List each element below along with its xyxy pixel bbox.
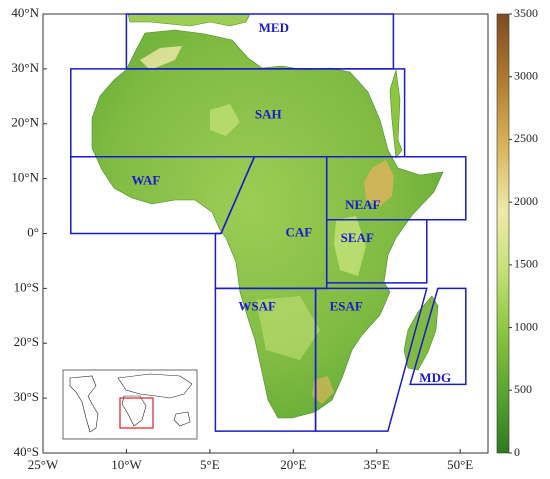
atlas-mountains [140,46,182,70]
y-axis-ticks: 40°N 30°N 20°N 10°N 0° 10°S 20°S 30°S 40°S [11,5,47,459]
x-tick-label: 25°W [28,457,59,472]
region-label-mdg: MDG [419,370,451,385]
europe-coast [127,13,251,27]
arabian-peninsula-edge [389,69,403,159]
region-box-mdg [409,287,467,386]
colorbar-tick-label: 3000 [514,68,538,82]
colorbar-tick-label: 2500 [514,131,538,145]
x-tick-label: 5°E [200,457,220,472]
region-label-caf: CAF [286,224,313,239]
ahaggar-massif [210,104,240,136]
region-box-neaf [325,155,467,221]
colorbar-tick-label: 3500 [514,6,538,20]
ethiopian-highlands [364,160,394,206]
x-tick-label: 10°W [111,457,142,472]
region-label-waf: WAF [131,172,160,187]
y-tick-label: 30°N [11,60,39,75]
x-axis-ticks: 25°W 10°W 5°E 20°E 35°E 50°E [28,449,473,472]
world-inset-map [62,369,198,440]
x-tick-label: 20°E [280,457,306,472]
madagascar-landmass [403,295,439,371]
southern-plateau [256,296,320,360]
region-label-seaf: SEAF [341,230,374,245]
y-tick-label: 20°N [11,115,39,130]
y-tick-label: 30°S [14,389,39,404]
region-label-med: MED [259,20,289,35]
colorbar-tick-label: 1500 [514,257,538,271]
y-tick-label: 40°S [14,444,39,459]
region-label-wsaf: WSAF [238,299,276,314]
x-tick-label: 35°E [364,457,390,472]
inset-africa-highlight [119,397,154,429]
x-tick-label: 50°E [447,457,473,472]
africa-landmass [91,29,444,419]
y-tick-label: 0° [27,224,39,239]
region-box-seaf [325,219,428,284]
y-tick-label: 10°N [11,170,39,185]
inset-americas [69,375,99,433]
region-label-esaf: ESAF [330,299,363,314]
y-tick-label: 10°S [14,279,39,294]
colorbar: 0 500 1000 1500 2000 2500 3000 3500 [496,6,538,459]
south-africa-highlands [312,376,334,404]
colorbar-ticks: 0 500 1000 1500 2000 2500 3000 3500 [509,6,538,459]
region-label-sah: SAH [255,106,282,121]
inset-eurasia [117,373,193,399]
region-label-neaf: NEAF [345,197,380,212]
colorbar-tick-label: 0 [514,445,520,459]
east-africa-highlands [334,216,366,276]
colorbar-tick-label: 500 [514,382,532,396]
inset-australia [173,411,191,427]
colorbar-gradient [496,13,510,454]
region-box-esaf [314,287,428,432]
colorbar-tick-label: 2000 [514,194,538,208]
region-boxes: MED SAH WAF CAF NEAF SEAF WSAF ESAF MDG [70,13,467,432]
colorbar-tick-label: 1000 [514,319,538,333]
y-tick-label: 40°N [11,5,39,20]
y-tick-label: 20°S [14,334,39,349]
